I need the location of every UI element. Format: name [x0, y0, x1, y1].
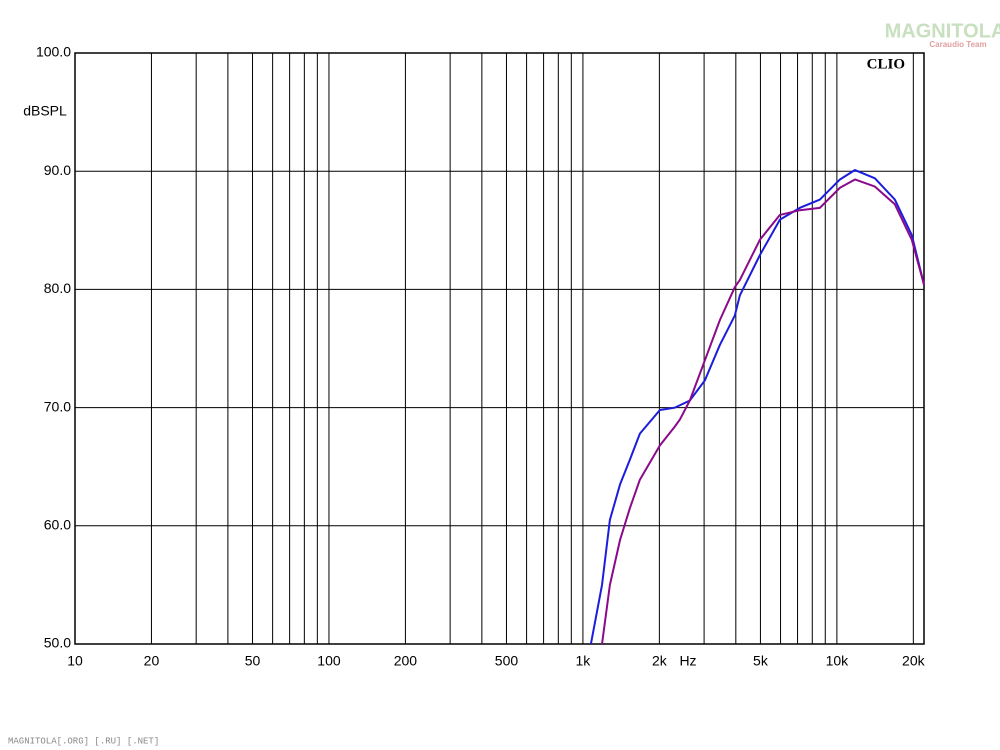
y-tick-label: 90.0: [44, 162, 71, 178]
x-tick-label: 100: [317, 653, 341, 669]
x-tick-label: 5k: [753, 653, 769, 669]
x-tick-label: 50: [245, 653, 261, 669]
watermark: MAGNITOLA: [885, 20, 1000, 42]
x-tick-label: 10k: [826, 653, 850, 669]
plot-frame: [74, 52, 925, 645]
footer: MAGNITOLA[.ORG] [.RU] [.NET]: [8, 736, 159, 746]
y-axis-label: dBSPL: [23, 103, 67, 119]
y-tick-label: 100.0: [36, 44, 71, 60]
watermark-sub: Caraudio Team: [929, 40, 986, 49]
x-tick-label: 1k: [576, 653, 592, 669]
x-axis-label: Hz: [679, 653, 696, 669]
y-tick-label: 70.0: [44, 398, 71, 414]
x-tick-label: 20: [144, 653, 160, 669]
x-tick-label: 200: [394, 653, 418, 669]
series-line: [589, 169, 925, 645]
x-tick-label: 2k: [652, 653, 668, 669]
clio-logo: CLIO: [867, 56, 905, 72]
x-tick-label: 10: [67, 653, 83, 669]
series-line: [601, 178, 925, 645]
y-tick-label: 50.0: [44, 635, 71, 651]
x-tick-label: 20k: [902, 653, 926, 669]
x-tick-label: 500: [495, 653, 519, 669]
y-tick-label: 80.0: [44, 280, 71, 296]
y-tick-label: 60.0: [44, 517, 71, 533]
